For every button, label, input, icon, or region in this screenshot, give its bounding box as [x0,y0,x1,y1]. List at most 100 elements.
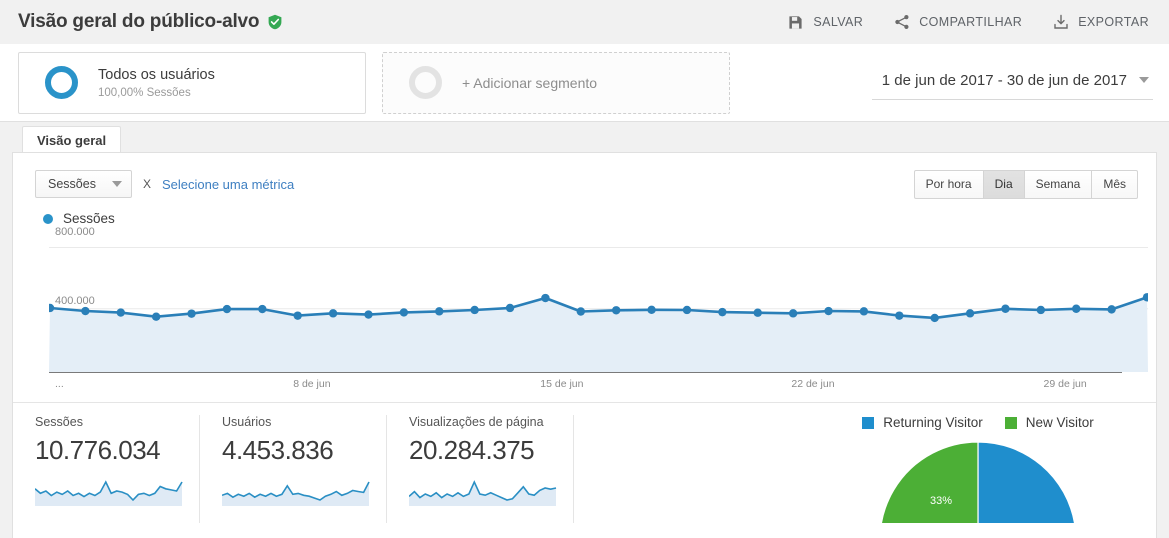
sessions-line-chart-svg [49,247,1148,372]
chart-point[interactable] [81,306,90,316]
chart-point[interactable] [258,304,267,314]
export-button-label: EXPORTAR [1078,15,1149,29]
date-range-picker[interactable]: 1 de jun de 2017 - 30 de jun de 2017 [871,66,1153,100]
metric-card-value: 20.284.375 [409,435,535,465]
chart-point[interactable] [49,303,55,313]
segment-bar: Todos os usuários 100,00% Sessões + Adic… [0,44,1169,122]
overview-panel: Sessões X Selecione uma métrica Por hora… [12,152,1157,538]
header-actions: SALVAR COMPARTILHAR EXPORTAR [787,14,1153,31]
chart-point[interactable] [435,307,444,316]
x-axis-label: ... [55,378,64,390]
metric-separator: X [142,177,151,191]
metric-card[interactable]: Visualizações de página 20.284.375 [387,415,574,523]
pie-slice-label-new: 33% [930,495,952,507]
metric-card-sparkline [409,480,557,506]
chart-point[interactable] [1072,304,1081,313]
chart-point[interactable] [611,306,621,315]
tab-strip: Visão geral [0,122,1169,153]
primary-metric-value: Sessões [48,177,96,191]
metric-card[interactable]: Usuários 4.453.836 [200,415,387,523]
granularity-control: Por hora Dia Semana Mês [913,169,1138,199]
chart-point[interactable] [364,310,373,319]
page-title: Visão geral do público-alvo [18,11,260,32]
chart-point[interactable] [859,307,869,316]
select-metric-link[interactable]: Selecione uma métrica [161,176,295,192]
pie-legend-new[interactable]: New Visitor [1004,415,1094,430]
metric-card-label: Visualizações de página [409,415,544,429]
chart-point[interactable] [1107,305,1116,314]
legend-dot-sessions [43,213,53,224]
pie-legend-returning-label: Returning Visitor [883,415,983,430]
chart-x-axis: ... 8 de jun 15 de jun 22 de jun 29 de jun [49,372,1122,394]
chart-point[interactable] [293,311,302,320]
pie-legend-returning[interactable]: Returning Visitor [862,415,983,430]
chart-point[interactable] [470,305,479,315]
chart-point[interactable] [718,307,727,317]
pie-legend: Returning Visitor New Visitor [862,415,1094,430]
y-tick-800000: 800.000 [55,226,95,238]
chart-point[interactable] [682,305,692,315]
legend-swatch-new [1004,416,1017,429]
chart-point[interactable] [965,309,975,318]
tab-overview-label: Visão geral [37,133,107,148]
metric-card-sparkline [35,480,183,506]
save-button-label: SALVAR [813,15,864,29]
metric-card-value: 10.776.034 [35,435,161,465]
visitor-type-pie-block: Returning Visitor New Visitor 33% [826,415,1156,523]
tab-overview[interactable]: Visão geral [22,126,122,153]
pie-slice[interactable] [880,441,979,523]
y-tick-400000: 400.000 [55,295,95,307]
metric-card-value: 4.453.836 [222,435,334,465]
share-button-label: COMPARTILHAR [919,15,1023,29]
add-segment-button[interactable]: + Adicionar segmento [382,51,730,114]
summary-row: Sessões 10.776.034 Usuários 4.453.836 Visual… [13,403,1156,523]
chart-point[interactable] [399,308,409,317]
chart-point[interactable] [1036,305,1046,315]
x-axis-label: 29 de jun [1043,378,1087,390]
granularity-day[interactable]: Dia [983,169,1025,199]
chart-point[interactable] [1001,304,1010,313]
share-button[interactable]: COMPARTILHAR [893,14,1022,31]
granularity-hour[interactable]: Por hora [913,169,984,199]
x-axis-label: 22 de jun [791,378,835,390]
chart-point[interactable] [151,312,161,321]
metric-card-label: Sessões [35,415,83,429]
granularity-month[interactable]: Mês [1092,169,1138,199]
chart-point[interactable] [647,305,656,315]
granularity-week[interactable]: Semana [1024,169,1093,199]
primary-metric-select[interactable]: Sessões [35,170,132,198]
chart-point[interactable] [505,303,515,313]
chart-point[interactable] [788,309,798,318]
chart-point[interactable] [187,309,196,318]
chart-point[interactable] [753,308,762,317]
chevron-down-icon [111,181,122,187]
donut-ring-empty-icon [409,66,442,99]
chart-point[interactable] [116,308,125,317]
share-icon [893,14,910,31]
chart-point[interactable] [541,293,550,303]
save-icon [787,14,804,31]
chart-point[interactable] [930,313,939,323]
legend-swatch-returning [862,416,875,429]
segment-card-all-users[interactable]: Todos os usuários 100,00% Sessões [18,51,366,114]
export-button[interactable]: EXPORTAR [1052,14,1149,31]
metric-card-sparkline [222,481,370,506]
export-download-icon [1052,14,1069,31]
chart-point[interactable] [824,306,833,316]
sessions-line-chart[interactable]: 800.000 400.000 [49,226,1148,372]
donut-ring-icon [45,66,78,99]
pie-legend-new-label: New Visitor [1025,415,1094,430]
metric-card-label: Usuários [222,415,272,429]
visitor-type-pie-chart[interactable]: 33% [880,440,1076,523]
segment-title: Todos os usuários [98,66,215,83]
metric-card[interactable]: Sessões 10.776.034 [13,415,200,523]
chart-point[interactable] [222,304,232,314]
chart-point[interactable] [576,307,586,316]
chart-point[interactable] [328,309,338,318]
verified-shield-icon [267,14,283,30]
pie-slice[interactable] [892,441,1076,523]
save-button[interactable]: SALVAR [787,14,863,31]
chart-point[interactable] [895,311,904,320]
chart-point[interactable] [1142,293,1148,302]
date-range-value: 1 de jun de 2017 - 30 de jun de 2017 [881,71,1127,89]
